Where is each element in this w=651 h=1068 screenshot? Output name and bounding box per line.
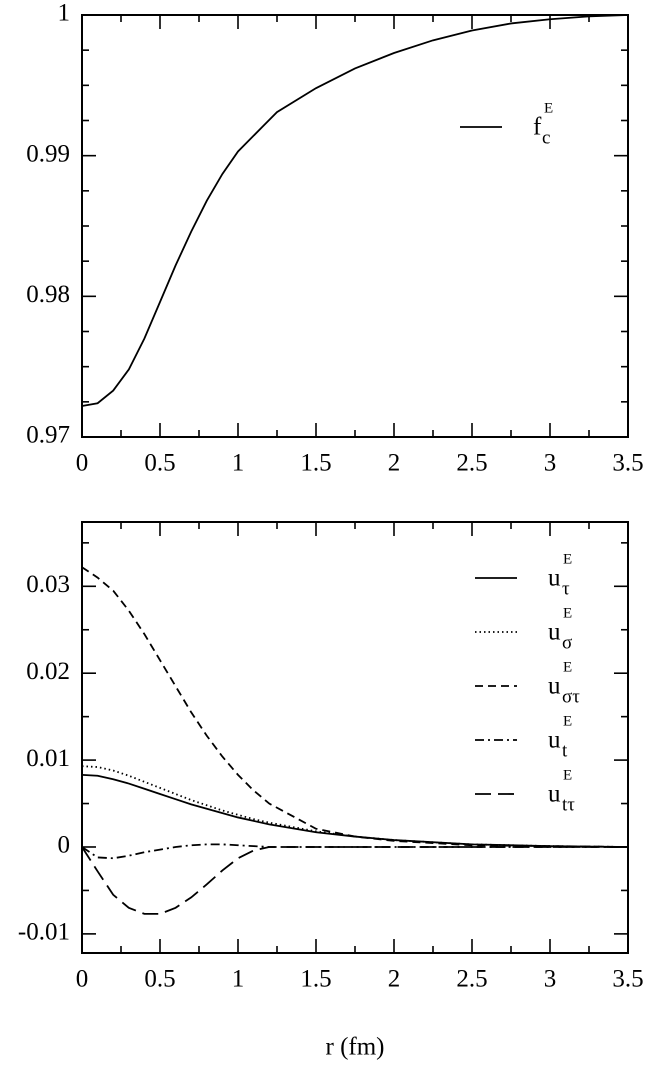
x-tick-label: 1.5 (300, 450, 331, 477)
legend-name: f (533, 114, 542, 141)
y-tick-label: -0.01 (18, 919, 70, 946)
x-tick-label: 0 (76, 450, 89, 477)
x-tick-label: 1 (232, 966, 245, 993)
legend-name: u (548, 727, 561, 754)
x-tick-label: 0 (76, 966, 89, 993)
legend-superscript: E (563, 767, 572, 783)
x-tick-label: 3.5 (612, 966, 643, 993)
legend-superscript: E (563, 551, 572, 567)
y-tick-label: 0.99 (26, 140, 70, 167)
y-tick-label: 0 (58, 832, 71, 859)
x-tick-label: 2.5 (456, 966, 487, 993)
x-tick-label: 0.5 (144, 450, 175, 477)
y-tick-label: 0.01 (26, 745, 70, 772)
y-tick-label: 0.98 (26, 281, 70, 308)
x-tick-label: 3 (544, 966, 557, 993)
legend-superscript: E (563, 605, 572, 621)
plot-frame (81, 521, 629, 954)
y-tick-label: 0.02 (26, 658, 70, 685)
x-tick-label: 1.5 (300, 966, 331, 993)
x-tick-label: 1 (232, 450, 245, 477)
legend-subscript: σ (562, 632, 572, 653)
x-tick-label: 2 (388, 450, 401, 477)
legend-superscript: E (563, 659, 572, 675)
y-tick-label: 0.97 (26, 422, 70, 449)
series-line (81, 14, 629, 407)
legend-subscript: c (542, 127, 550, 148)
x-tick-label: 2.5 (456, 450, 487, 477)
legend-superscript: E (544, 100, 553, 116)
series-line (81, 566, 629, 848)
legend-subscript: tτ (562, 794, 575, 815)
x-tick-label: 3 (544, 450, 557, 477)
plot-frame (81, 14, 629, 438)
legend-name: u (548, 565, 561, 592)
x-tick-label: 3.5 (612, 450, 643, 477)
legend-subscript: στ (562, 686, 580, 707)
series-line (81, 765, 629, 848)
legend-name: u (548, 619, 561, 646)
x-tick-label: 0.5 (144, 966, 175, 993)
y-tick-label: 0.03 (26, 571, 70, 598)
legend-subscript: τ (562, 578, 570, 599)
x-tick-label: 2 (388, 966, 401, 993)
legend-name: u (548, 673, 561, 700)
series-line (81, 846, 628, 915)
legend-superscript: E (563, 713, 572, 729)
panel: 0 0.5 1 1.5 2 2.5 3 3.5 0.97 0.98 0.99 1 f cE (26, 0, 643, 477)
y-tick-label: 1 (58, 0, 71, 27)
legend-subscript: t (562, 740, 568, 761)
legend-name: u (548, 781, 561, 808)
x-axis-label: r (fm) (326, 1034, 385, 1061)
